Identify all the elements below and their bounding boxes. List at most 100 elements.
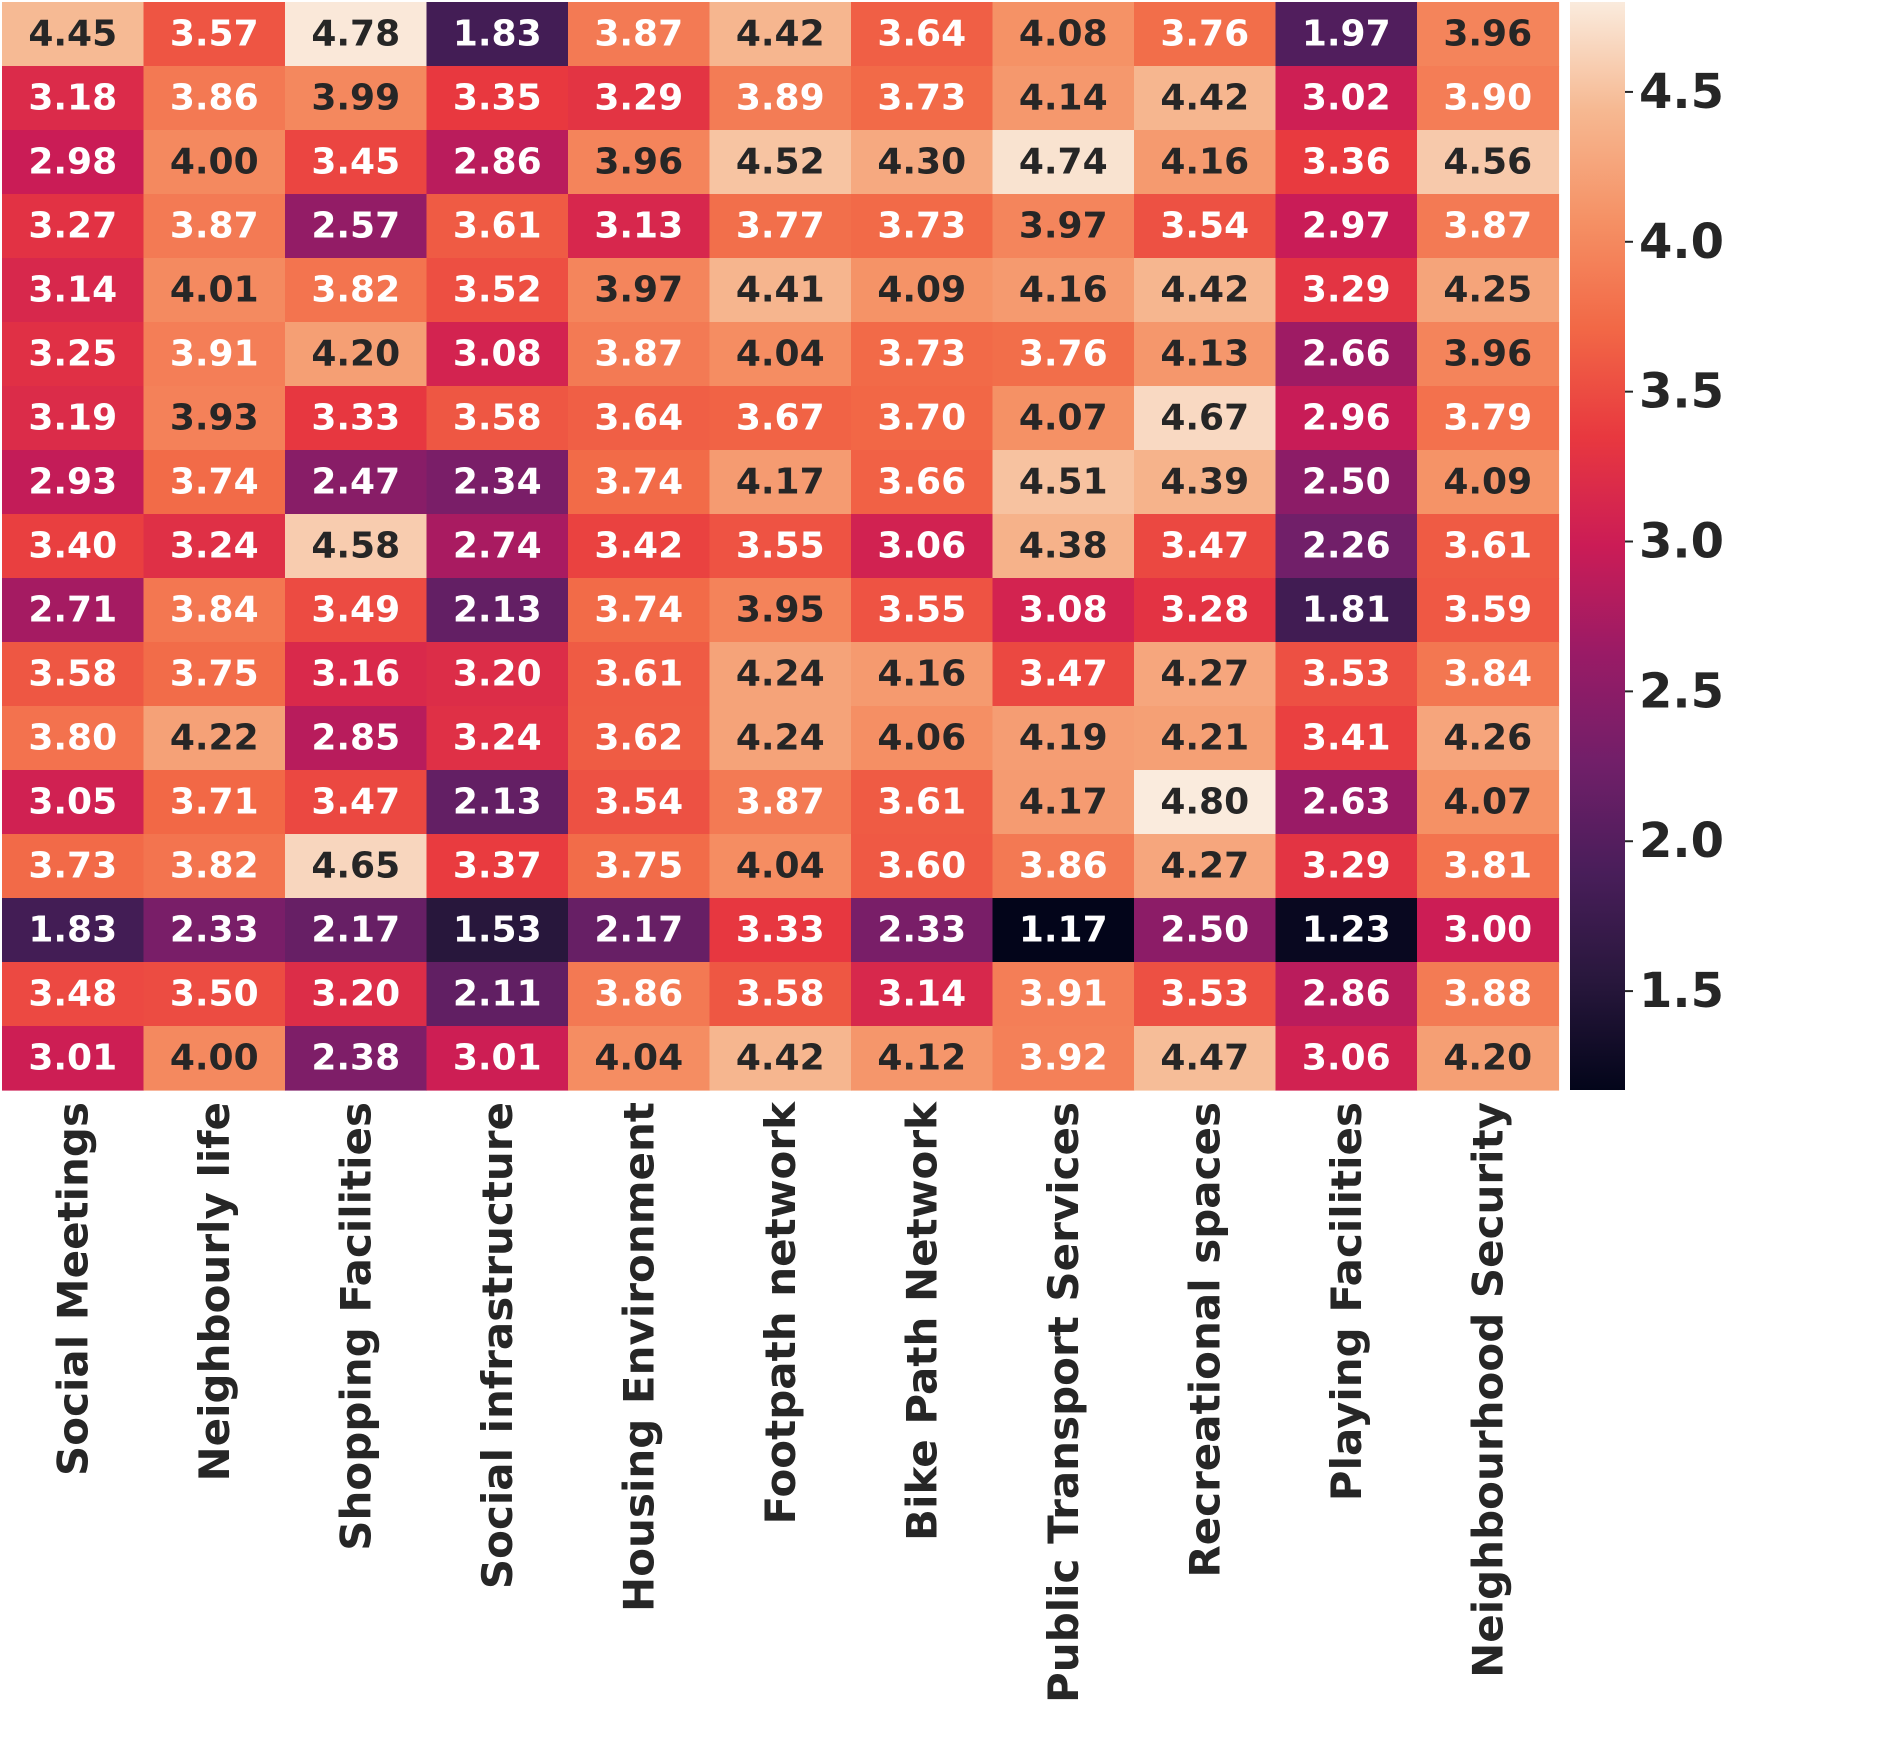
heatmap-cell: [709, 706, 852, 771]
heatmap-cell-value: 3.18: [28, 78, 117, 119]
heatmap-cell-value: 3.33: [736, 910, 825, 951]
heatmap-cell-value: 3.75: [170, 654, 259, 695]
heatmap-cell-value: 3.95: [736, 590, 825, 631]
x-axis-tick-labels: Social Meetings Neighbourly life Shopping …: [48, 1101, 1512, 1703]
heatmap-cell: [1134, 2, 1277, 67]
heatmap-cell: [1275, 898, 1418, 963]
heatmap-cell-value: 2.50: [1302, 462, 1391, 503]
heatmap-cell-value: 4.19: [1019, 718, 1108, 759]
heatmap-cell-value: 3.61: [877, 782, 966, 823]
heatmap-cell-value: 3.50: [170, 974, 259, 1015]
heatmap-cell-value: 4.27: [1160, 846, 1249, 887]
heatmap-cell-value: 4.56: [1443, 142, 1532, 183]
heatmap-cell-value: 4.08: [1019, 14, 1108, 55]
heatmap-cell: [1275, 130, 1418, 195]
heatmap-cell: [1134, 386, 1277, 451]
heatmap-cell: [1134, 834, 1277, 899]
heatmap-cell: [1134, 258, 1277, 323]
heatmap-cell-value: 4.16: [1019, 270, 1108, 311]
heatmap-cell-value: 3.28: [1160, 590, 1249, 631]
heatmap-cell-value: 4.42: [1160, 270, 1249, 311]
heatmap-cell: [709, 258, 852, 323]
heatmap-cell-value: 3.73: [877, 206, 966, 247]
heatmap-cell-value: 3.08: [453, 334, 542, 375]
heatmap-cell: [568, 706, 711, 771]
colorbar-tick-label: 3.5: [1639, 364, 1724, 420]
heatmap-cell: [992, 322, 1135, 387]
heatmap-cell: [568, 834, 711, 899]
heatmap-cell: [992, 834, 1135, 899]
heatmap-cell: [992, 898, 1135, 963]
heatmap-cell-value: 4.04: [594, 1038, 683, 1079]
heatmap-cell-value: 4.41: [736, 270, 825, 311]
heatmap-cell: [709, 386, 852, 451]
heatmap-cell-value: 3.81: [1443, 846, 1532, 887]
heatmap-cell: [992, 66, 1135, 131]
x-tick-label: Neighbourly life: [190, 1102, 239, 1481]
heatmap-cell: [2, 194, 145, 259]
heatmap-cell: [851, 66, 994, 131]
heatmap-cell-value: 3.06: [877, 526, 966, 567]
heatmap-cell-value: 3.79: [1443, 398, 1532, 439]
heatmap-cell-value: 4.42: [1160, 78, 1249, 119]
heatmap-cell: [285, 66, 428, 131]
heatmap-cell-value: 3.55: [736, 526, 825, 567]
heatmap-cell-value: 2.34: [453, 462, 542, 503]
heatmap-cell: [1134, 642, 1277, 707]
heatmap-cell-value: 3.96: [1443, 334, 1532, 375]
heatmap-cell: [426, 130, 569, 195]
heatmap-cell-value: 3.74: [170, 462, 259, 503]
heatmap-cell: [709, 1026, 852, 1091]
heatmap-cell: [709, 898, 852, 963]
heatmap-cell: [2, 962, 145, 1027]
heatmap-cell-value: 4.12: [877, 1038, 966, 1079]
heatmap-cell-value: 2.47: [311, 462, 400, 503]
heatmap-cell-value: 2.17: [311, 910, 400, 951]
x-tick-label: Footpath network: [756, 1101, 805, 1525]
heatmap-cell: [992, 386, 1135, 451]
heatmap-cell-value: 3.70: [877, 398, 966, 439]
heatmap-cell: [851, 898, 994, 963]
heatmap-cell-value: 3.27: [28, 206, 117, 247]
heatmap-cell-value: 3.86: [1019, 846, 1108, 887]
heatmap-cell: [143, 898, 286, 963]
heatmap-cell-value: 3.91: [1019, 974, 1108, 1015]
heatmap-cell: [2, 706, 145, 771]
heatmap-cell: [1417, 66, 1560, 131]
heatmap-cell: [709, 514, 852, 579]
heatmap-cell: [426, 514, 569, 579]
heatmap-cell-value: 4.00: [170, 142, 259, 183]
heatmap-cell: [426, 2, 569, 67]
heatmap-cell: [285, 514, 428, 579]
heatmap-cell: [143, 834, 286, 899]
x-tick-label: Shopping Facilities: [331, 1102, 380, 1551]
heatmap-cell: [992, 1026, 1135, 1091]
heatmap-cell-value: 2.57: [311, 206, 400, 247]
heatmap-cell-value: 3.58: [28, 654, 117, 695]
colorbar-tick-label: 3.0: [1639, 514, 1724, 570]
x-tick-label: Social Meetings: [48, 1102, 97, 1476]
heatmap-cell: [851, 450, 994, 515]
heatmap-cell-value: 3.16: [311, 654, 400, 695]
heatmap-cell-value: 2.98: [28, 142, 117, 183]
heatmap-cell: [1417, 2, 1560, 67]
heatmap-cell-value: 4.78: [311, 14, 400, 55]
heatmap-cell-value: 4.17: [736, 462, 825, 503]
heatmap-cell: [992, 194, 1135, 259]
heatmap-cell: [1275, 962, 1418, 1027]
heatmap-cell: [992, 706, 1135, 771]
heatmap-cell: [851, 834, 994, 899]
heatmap-cell-value: 3.62: [594, 718, 683, 759]
heatmap-cell-value: 3.93: [170, 398, 259, 439]
heatmap-cell: [143, 258, 286, 323]
x-tick-label: Social infrastructure: [473, 1102, 522, 1589]
heatmap-cell-value: 3.82: [170, 846, 259, 887]
heatmap-cell: [568, 898, 711, 963]
heatmap-cell: [143, 1026, 286, 1091]
heatmap-cell-value: 2.26: [1302, 526, 1391, 567]
heatmap-cell-value: 3.52: [453, 270, 542, 311]
heatmap-cell-value: 3.77: [736, 206, 825, 247]
heatmap-cell-value: 1.17: [1019, 910, 1108, 951]
heatmap-cell: [992, 642, 1135, 707]
heatmap-cell-value: 3.33: [311, 398, 400, 439]
